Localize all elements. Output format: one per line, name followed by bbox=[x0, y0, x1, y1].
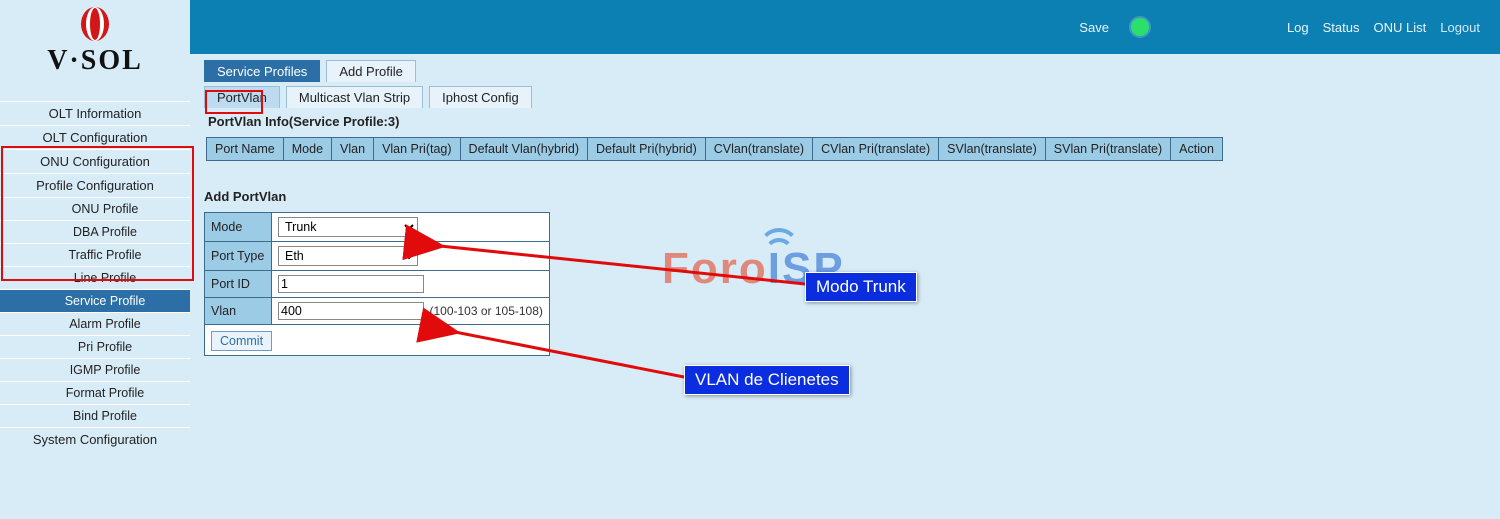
sidebar-sub-traffic-profile[interactable]: Traffic Profile bbox=[0, 243, 190, 266]
topbar-link-onu-list[interactable]: ONU List bbox=[1374, 20, 1427, 35]
sidebar-sub-format-profile[interactable]: Format Profile bbox=[0, 381, 190, 404]
col-vlan: Vlan bbox=[332, 138, 374, 161]
main-content: Service Profiles Add Profile PortVlan Mult… bbox=[190, 54, 1500, 519]
commit-button[interactable]: Commit bbox=[211, 331, 272, 351]
tab-secondary-portvlan[interactable]: PortVlan bbox=[204, 86, 280, 108]
add-portvlan-form: Mode Trunk Port Type Eth Port ID bbox=[204, 212, 550, 356]
col-default-vlan-hybrid-: Default Vlan(hybrid) bbox=[460, 138, 587, 161]
sidebar-sub-line-profile[interactable]: Line Profile bbox=[0, 266, 190, 289]
portvlan-table: Port NameModeVlanVlan Pri(tag)Default Vl… bbox=[206, 137, 1223, 161]
save-status-dot-icon bbox=[1131, 18, 1149, 36]
mode-label: Mode bbox=[205, 213, 272, 242]
portid-input[interactable] bbox=[278, 275, 424, 293]
tab-secondary-iphost-config[interactable]: Iphost Config bbox=[429, 86, 532, 108]
tab-secondary-multicast-vlan-strip[interactable]: Multicast Vlan Strip bbox=[286, 86, 423, 108]
sidebar-sub-onu-profile[interactable]: ONU Profile bbox=[0, 197, 190, 220]
sidebar-item-onu-configuration[interactable]: ONU Configuration bbox=[0, 149, 190, 173]
porttype-label: Port Type bbox=[205, 242, 272, 271]
topbar: Save Log Status ONU List Logout bbox=[190, 0, 1500, 54]
vlan-hint: (100-103 or 105-108) bbox=[429, 304, 542, 318]
col-port-name: Port Name bbox=[207, 138, 284, 161]
sidebar-item-olt-configuration[interactable]: OLT Configuration bbox=[0, 125, 190, 149]
col-cvlan-translate-: CVlan(translate) bbox=[705, 138, 812, 161]
sidebar-sub-pri-profile[interactable]: Pri Profile bbox=[0, 335, 190, 358]
topbar-link-log[interactable]: Log bbox=[1287, 20, 1309, 35]
topbar-link-status[interactable]: Status bbox=[1323, 20, 1360, 35]
section-title: PortVlan Info(Service Profile:3) bbox=[208, 114, 1500, 129]
sidebar-nav: OLT InformationOLT ConfigurationONU Conf… bbox=[0, 101, 190, 451]
add-portvlan-title: Add PortVlan bbox=[204, 189, 1500, 204]
portid-label: Port ID bbox=[205, 271, 272, 298]
col-svlan-pri-translate-: SVlan Pri(translate) bbox=[1045, 138, 1170, 161]
sidebar-sub-bind-profile[interactable]: Bind Profile bbox=[0, 404, 190, 427]
brand-logo-icon bbox=[72, 6, 118, 42]
logo-area: V·SOL OLT InformationOLT ConfigurationON… bbox=[0, 0, 190, 519]
col-svlan-translate-: SVlan(translate) bbox=[939, 138, 1046, 161]
sidebar-item-olt-information[interactable]: OLT Information bbox=[0, 101, 190, 125]
col-cvlan-pri-translate-: CVlan Pri(translate) bbox=[813, 138, 939, 161]
col-vlan-pri-tag-: Vlan Pri(tag) bbox=[374, 138, 460, 161]
vlan-label: Vlan bbox=[205, 298, 272, 325]
brand-text: V·SOL bbox=[47, 45, 143, 77]
mode-select[interactable]: Trunk bbox=[278, 217, 418, 237]
col-default-pri-hybrid-: Default Pri(hybrid) bbox=[588, 138, 706, 161]
tab-primary-service-profiles[interactable]: Service Profiles bbox=[204, 60, 320, 82]
sidebar-item-profile-configuration[interactable]: Profile Configuration bbox=[0, 173, 190, 197]
col-mode: Mode bbox=[283, 138, 331, 161]
save-link[interactable]: Save bbox=[1079, 20, 1109, 35]
col-action: Action bbox=[1171, 138, 1223, 161]
tabs-primary: Service Profiles Add Profile bbox=[204, 60, 1500, 82]
sidebar-sub-service-profile[interactable]: Service Profile bbox=[0, 289, 190, 312]
topbar-link-logout[interactable]: Logout bbox=[1440, 20, 1480, 35]
sidebar-sub-alarm-profile[interactable]: Alarm Profile bbox=[0, 312, 190, 335]
porttype-select[interactable]: Eth bbox=[278, 246, 418, 266]
sidebar-sub-igmp-profile[interactable]: IGMP Profile bbox=[0, 358, 190, 381]
sidebar-sub-dba-profile[interactable]: DBA Profile bbox=[0, 220, 190, 243]
vlan-input[interactable] bbox=[278, 302, 424, 320]
sidebar-item-system-configuration[interactable]: System Configuration bbox=[0, 427, 190, 451]
tab-primary-add-profile[interactable]: Add Profile bbox=[326, 60, 416, 82]
tabs-secondary: PortVlan Multicast Vlan Strip Iphost Confi… bbox=[204, 86, 1500, 108]
